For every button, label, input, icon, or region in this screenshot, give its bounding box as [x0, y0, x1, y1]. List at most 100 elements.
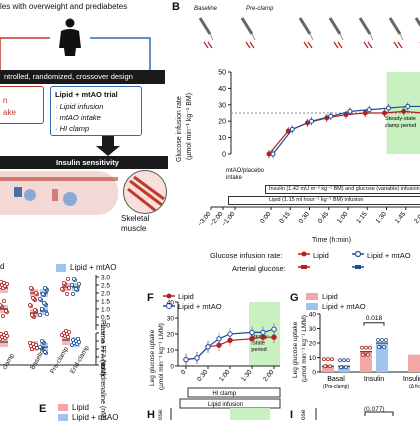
data-dot — [385, 339, 388, 342]
legend-e-lipid-swatch — [58, 404, 68, 411]
x-tick-label: 1:30 — [240, 368, 254, 382]
x-tick-label: 1:00 — [336, 210, 350, 224]
y-tick-label: 40 — [218, 86, 226, 93]
needle-icon — [210, 34, 213, 40]
data-dot — [67, 286, 70, 289]
ffa-tick-label: 1.5 — [101, 299, 110, 306]
mtao-trial-box: Lipid + mtAO trial · Lipid infusion · mt… — [50, 86, 142, 136]
legend-g-mtao: Lipid + mtAO — [322, 303, 366, 311]
y-tick-label: 30 — [167, 316, 175, 323]
x-tick-label: 0 — [180, 368, 188, 376]
data-dot — [70, 283, 73, 286]
data-dot — [383, 346, 386, 349]
data-dot — [347, 359, 350, 362]
data-point-mtao — [217, 337, 221, 341]
mtao-item-1: · Lipid infusion — [55, 103, 103, 111]
data-dot — [4, 331, 7, 334]
blood-drop-icon — [334, 42, 342, 48]
x-tick-label: 0:30 — [196, 368, 210, 382]
panel-g-letter: G — [290, 293, 299, 304]
needle-icon — [400, 34, 403, 40]
data-point-mtao — [387, 106, 391, 110]
category-sublabel: (Δ fro — [409, 384, 420, 390]
ffa-tick-label: 1.0 — [101, 307, 110, 314]
ffa-tick-label: 2.0 — [101, 291, 110, 298]
panel-g-ylabel-1: Leg glucose uptake — [293, 322, 300, 378]
data-point-mtao — [261, 330, 265, 334]
x-tick-label: −1:00 — [221, 210, 237, 227]
x-tick-label: 2:00 — [262, 368, 276, 382]
data-point-mtao — [228, 332, 232, 336]
data-dot — [43, 286, 46, 289]
design-banner-text: ntrolled, randomized, crossover design — [4, 73, 133, 81]
data-dot — [66, 277, 69, 280]
y-tick-label: 10 — [218, 135, 226, 142]
data-dot — [33, 308, 36, 311]
data-dot — [45, 312, 48, 315]
blood-drop-icon — [246, 42, 254, 48]
x-tick-label: 1:30 — [375, 210, 389, 224]
legend-art-label: Arterial glucose: — [232, 265, 286, 273]
syringe-icon — [390, 18, 400, 34]
data-point-lipid — [402, 109, 406, 113]
data-point-mtao — [310, 119, 314, 123]
data-point-mtao — [206, 345, 210, 349]
data-dot — [29, 286, 32, 289]
insulin-bar-text: Insulin (1.42 mU m⁻² kg⁻¹ BM) and glucos… — [269, 187, 420, 193]
data-dot — [0, 280, 3, 283]
syringe-icon — [242, 18, 252, 34]
data-dot — [2, 299, 5, 302]
data-point-lipid — [267, 152, 271, 156]
data-dot — [28, 341, 31, 344]
mtao-intake-label: mtAO/placebo intake — [226, 168, 266, 181]
blood-drop-icon — [204, 42, 212, 48]
legend-g-mtao-swatch — [306, 303, 318, 310]
blood-drop-icon — [364, 42, 372, 48]
control-trial-box: n ake — [0, 86, 44, 124]
cell-illustration — [0, 171, 118, 215]
legend-gir-label: Glucose infusion rate: — [210, 252, 283, 260]
data-dot — [377, 339, 380, 342]
panel-d-legend-fragment: d — [0, 263, 4, 271]
phase-baseline: Baseline — [194, 6, 217, 12]
data-dot — [28, 303, 31, 306]
panel-b-xlabel: Time (h:min) — [312, 237, 351, 244]
data-dot — [343, 359, 346, 362]
panel-b-ylabel-2: (µmol min⁻¹ kg⁻¹ BM) — [186, 93, 193, 160]
data-dot — [60, 287, 63, 290]
data-dot — [40, 339, 43, 342]
y-tick-label: 0 — [222, 152, 226, 159]
ffa-tick-label: 2.5 — [101, 283, 110, 290]
arm-lines — [0, 30, 170, 70]
data-dot — [38, 313, 41, 316]
data-dot — [71, 338, 74, 341]
y-tick-label: 0 — [312, 370, 316, 377]
data-dot — [1, 314, 4, 317]
panel-i-letter: I — [290, 410, 293, 421]
data-dot — [40, 307, 43, 310]
hi-clamp-label: HI clamp — [212, 391, 236, 397]
panel-b-ylabel-1: Glucose infusion rate — [176, 96, 183, 162]
insulin-sensitivity-banner: Insulin sensitivity — [0, 156, 168, 169]
syringe-icon — [416, 18, 420, 34]
panel-f-ylabel-1: Leg glucose uptake — [150, 330, 157, 386]
y-tick-label: 30 — [309, 326, 317, 333]
data-dot — [365, 346, 368, 349]
y-tick-label: 20 — [309, 341, 317, 348]
data-dot — [71, 292, 74, 295]
mtao-trial-title: Lipid + mtAO trial — [55, 91, 118, 99]
lipid-infusion-bar: Lipid (1.15 ml hour⁻¹ kg⁻¹ BM) infusion — [228, 196, 420, 205]
lipid-bar-text: Lipid (1.15 ml hour⁻¹ kg⁻¹ BM) infusion — [269, 198, 363, 204]
data-dot — [324, 365, 327, 368]
panel-g-ylabel-2: (µmol min⁻¹ kg⁻¹ LMM) — [302, 315, 309, 382]
x-tick-label: 1:15 — [355, 210, 369, 224]
data-dot — [361, 346, 364, 349]
data-dot — [77, 282, 80, 285]
muscle-fiber-icon — [124, 171, 167, 214]
sampling-syringe-icons — [190, 14, 420, 58]
y-tick-label: 40 — [167, 300, 175, 307]
data-point-mtao — [184, 357, 188, 361]
